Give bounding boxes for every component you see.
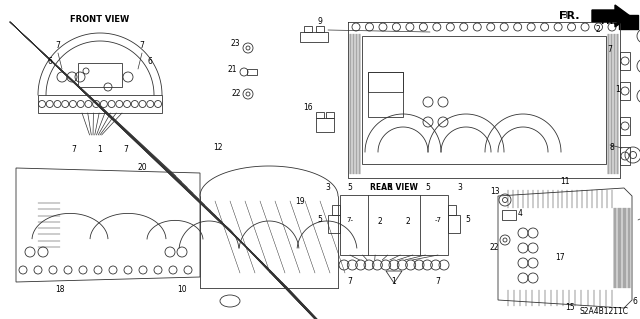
Text: 10: 10 — [177, 286, 187, 294]
Bar — [300, 32, 328, 42]
Text: 1: 1 — [616, 85, 620, 94]
Bar — [78, 63, 122, 87]
Bar — [328, 215, 340, 233]
Bar — [38, 95, 162, 113]
Bar — [620, 147, 630, 165]
Text: 7: 7 — [140, 41, 145, 50]
Text: 5: 5 — [317, 216, 323, 225]
Text: 4: 4 — [518, 209, 522, 218]
Text: 3: 3 — [563, 11, 568, 20]
Text: 7-: 7- — [346, 217, 353, 223]
Text: 6: 6 — [148, 57, 152, 66]
Text: 2: 2 — [596, 26, 600, 34]
Text: 21: 21 — [227, 65, 237, 75]
Text: 7: 7 — [56, 41, 60, 50]
Text: FR.: FR. — [559, 11, 580, 21]
Text: 2: 2 — [378, 218, 382, 226]
Text: 7: 7 — [348, 278, 353, 286]
Text: 20: 20 — [137, 164, 147, 173]
Bar — [362, 36, 606, 164]
Bar — [368, 72, 403, 117]
Bar — [332, 205, 340, 215]
Text: 23: 23 — [230, 40, 240, 48]
Text: 5: 5 — [348, 183, 353, 192]
Text: 19: 19 — [295, 197, 305, 206]
Bar — [448, 215, 460, 233]
Text: 15: 15 — [565, 303, 575, 313]
Text: 1: 1 — [392, 278, 396, 286]
Bar — [620, 52, 630, 70]
Bar — [304, 26, 312, 32]
Text: FR.: FR. — [600, 18, 616, 26]
Text: 11: 11 — [560, 177, 570, 187]
Bar — [340, 195, 448, 255]
Text: 6: 6 — [47, 57, 52, 66]
Bar — [448, 205, 456, 215]
Bar — [620, 82, 630, 100]
Bar — [316, 118, 334, 132]
Text: 3: 3 — [326, 183, 330, 192]
Text: 7: 7 — [124, 145, 129, 154]
Text: REAR VIEW: REAR VIEW — [370, 183, 418, 192]
Text: 8: 8 — [610, 144, 614, 152]
Text: 7: 7 — [607, 46, 612, 55]
Bar — [316, 26, 324, 32]
Text: S2A4B1211C: S2A4B1211C — [580, 308, 629, 316]
Text: 5: 5 — [465, 216, 470, 225]
Text: 6: 6 — [632, 298, 637, 307]
Text: 2: 2 — [406, 218, 410, 226]
Bar — [326, 112, 334, 118]
Text: 16: 16 — [303, 103, 313, 113]
Text: 7: 7 — [436, 278, 440, 286]
Text: 5: 5 — [388, 183, 392, 192]
Text: 3: 3 — [458, 183, 463, 192]
Text: 7: 7 — [72, 145, 76, 154]
Text: FRONT VIEW: FRONT VIEW — [70, 16, 130, 25]
Text: -7: -7 — [435, 217, 442, 223]
Text: 13: 13 — [490, 188, 500, 197]
Bar — [316, 112, 324, 118]
Bar — [620, 117, 630, 135]
Text: 5: 5 — [426, 183, 431, 192]
Bar — [368, 72, 403, 92]
Bar — [247, 69, 257, 75]
Text: 18: 18 — [55, 286, 65, 294]
Text: 1: 1 — [98, 145, 102, 154]
Text: 17: 17 — [555, 253, 565, 262]
Text: 9: 9 — [317, 18, 323, 26]
Bar — [502, 210, 516, 220]
Text: 22: 22 — [231, 90, 241, 99]
Text: 22: 22 — [489, 243, 499, 253]
Text: 12: 12 — [213, 144, 223, 152]
Polygon shape — [592, 5, 630, 27]
